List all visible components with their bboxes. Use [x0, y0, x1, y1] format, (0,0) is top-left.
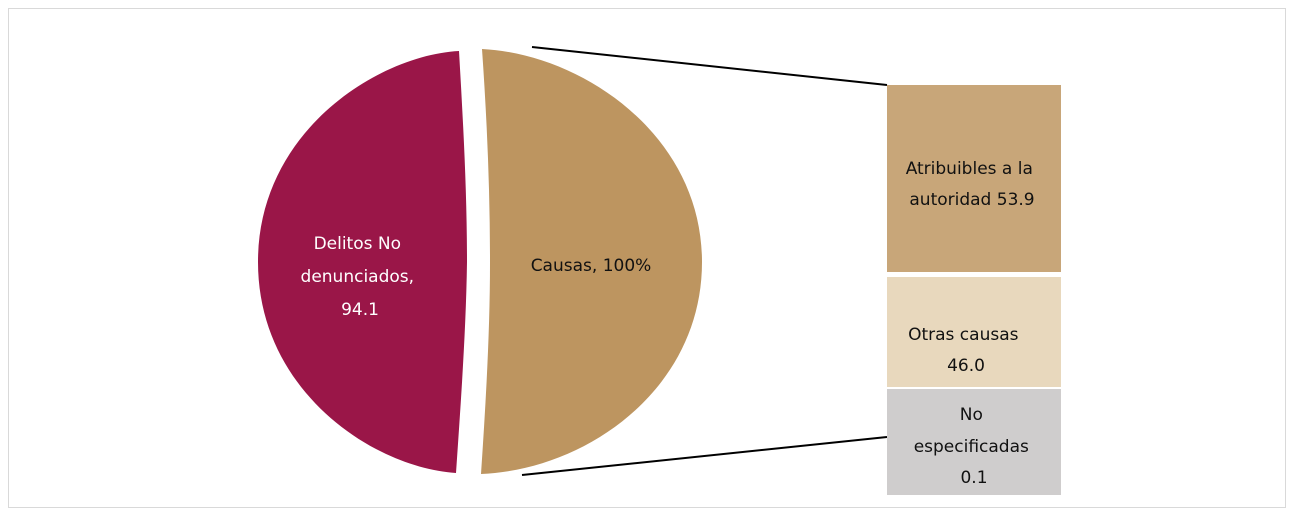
pie-label-causas-line-1: Causas, 100%	[531, 256, 652, 276]
pie-label-causas: Causas, 100%	[531, 256, 652, 276]
bar-segment-atribuibles	[887, 85, 1061, 272]
connector-line-bottom	[521, 436, 888, 476]
bar-label-otras-line-1: Otras causas	[908, 325, 1019, 345]
pie-label-delitos-line-2: denunciados,	[301, 267, 415, 287]
bar-of-pie-chart: Delitos No denunciados, 94.1 Causas, 100…	[258, 46, 1061, 495]
bar-label-atribuibles: Atribuibles a la autoridad 53.9	[906, 159, 1039, 210]
bar-label-no-especificadas-line-1: No	[960, 405, 983, 425]
pie-label-delitos-line-1: Delitos No	[314, 234, 401, 254]
bar-label-otras-line-2: 46.0	[947, 356, 985, 376]
bar-label-atribuibles-line-1: Atribuibles a la	[906, 159, 1033, 179]
pie-slice-causas	[481, 49, 702, 474]
connector-line-top	[531, 46, 888, 86]
pie-label-delitos-line-3: 94.1	[341, 300, 379, 320]
bar-label-no-especificadas-line-2: especificadas	[914, 437, 1029, 457]
bar-segment-otras	[887, 277, 1061, 387]
pie-label-delitos: Delitos No denunciados, 94.1	[301, 234, 420, 320]
bar-label-no-especificadas: No especificadas 0.1	[914, 405, 1035, 488]
bar-label-atribuibles-line-2: autoridad 53.9	[909, 190, 1034, 210]
bar-label-no-especificadas-line-3: 0.1	[960, 468, 987, 488]
bar-label-otras: Otras causas 46.0	[908, 325, 1024, 376]
bar-segment-no-especificadas	[887, 389, 1061, 495]
pie-slice-delitos	[258, 51, 467, 473]
